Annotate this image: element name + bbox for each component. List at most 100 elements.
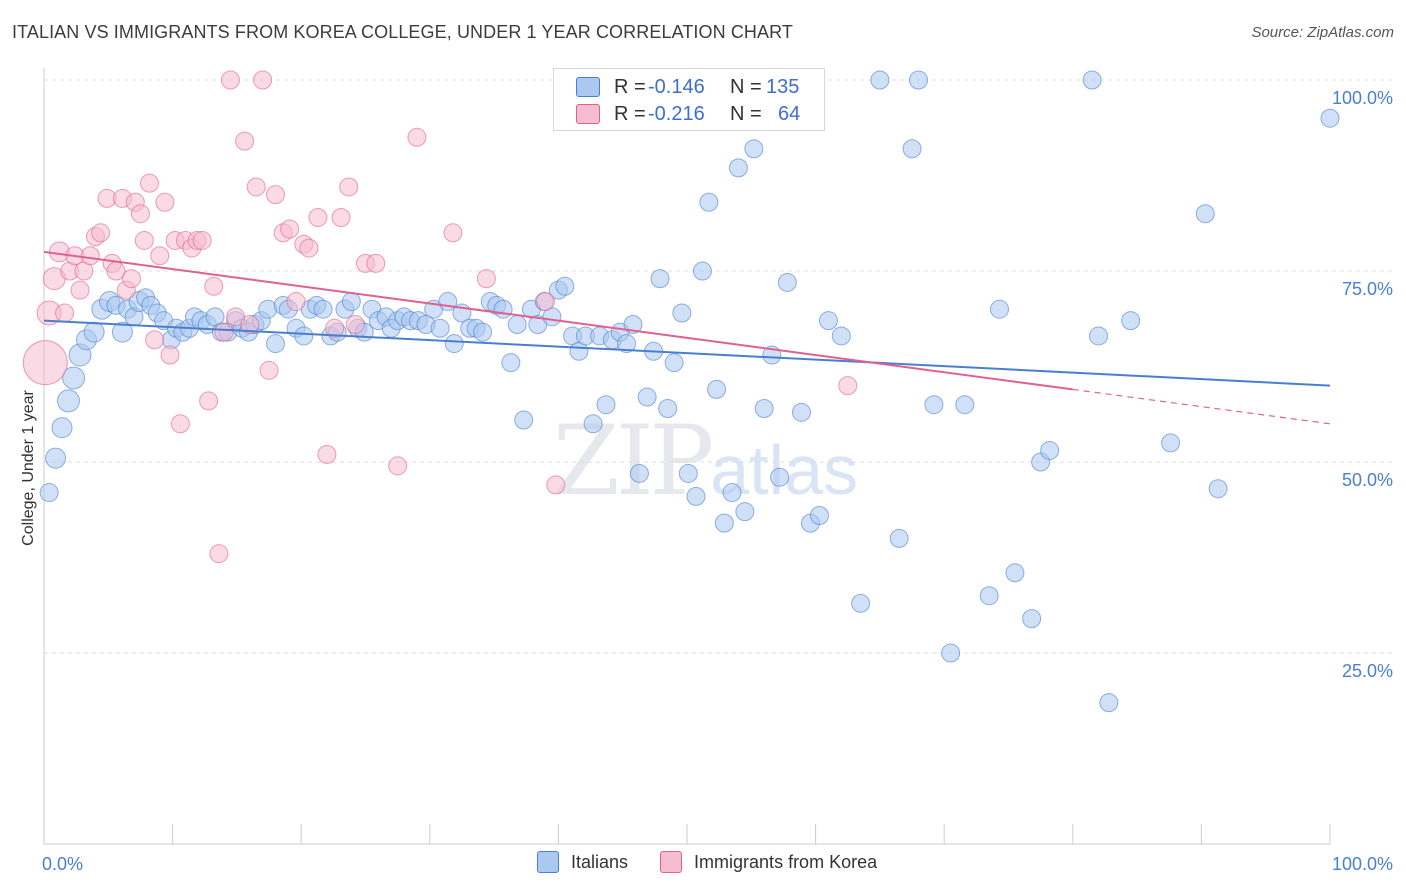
korea-point — [204, 276, 224, 296]
korea-point — [55, 303, 75, 323]
italians-point — [989, 299, 1009, 319]
italians-point — [955, 395, 975, 415]
italians-point — [870, 70, 890, 90]
y-tick-label: 50.0% — [1342, 470, 1393, 490]
italians-point — [672, 303, 692, 323]
r-value: -0.146 — [648, 75, 705, 98]
italians-point — [473, 322, 493, 342]
italians-point — [265, 334, 285, 354]
korea-point — [345, 314, 365, 334]
italians-point — [623, 314, 643, 334]
korea-point — [170, 414, 190, 434]
korea-point — [339, 177, 359, 197]
legend-swatch-italians — [576, 77, 600, 97]
korea-point — [838, 376, 858, 396]
italians-point — [56, 389, 80, 413]
italians-point — [430, 318, 450, 338]
korea-point — [145, 330, 165, 350]
italians-point — [650, 269, 670, 289]
korea-point — [155, 192, 175, 212]
korea-point — [22, 340, 68, 386]
legend-item-korea[interactable]: Immigrants from Korea — [660, 851, 877, 873]
italians-point — [692, 261, 712, 281]
r-value: -0.216 — [648, 102, 705, 125]
italians-point — [51, 417, 73, 439]
y-tick-label: 75.0% — [1342, 279, 1393, 299]
korea-trendline — [43, 250, 1073, 391]
italians-point — [902, 139, 922, 159]
italians-point — [908, 70, 928, 90]
italians-point — [294, 326, 314, 346]
italians-point — [341, 292, 361, 312]
source-label: Source: ZipAtlas.com — [1251, 24, 1394, 41]
korea-point — [139, 173, 159, 193]
italians-point — [617, 334, 637, 354]
italians-point — [699, 192, 719, 212]
n-value: 135 — [766, 75, 800, 98]
korea-point — [150, 246, 170, 266]
korea-point — [253, 70, 273, 90]
italians-point — [818, 311, 838, 331]
italians-point — [1040, 441, 1060, 461]
korea-point — [214, 322, 234, 342]
legend-item-italians[interactable]: Italians — [537, 851, 628, 873]
n-label: N = — [730, 75, 762, 98]
italians-point — [809, 505, 829, 525]
korea-point — [546, 475, 566, 495]
italians-point — [637, 387, 657, 407]
italians-point — [889, 528, 909, 548]
italians-point — [493, 299, 513, 319]
korea-point — [265, 185, 285, 205]
x-tick-label: 0.0% — [42, 854, 83, 874]
italians-point — [1195, 204, 1215, 224]
italians-point — [1005, 563, 1025, 583]
italians-point — [629, 463, 649, 483]
legend-swatch-italians — [537, 851, 559, 873]
italians-point — [1320, 108, 1340, 128]
x-tick-label: 100.0% — [1332, 854, 1393, 874]
korea-point — [80, 246, 100, 266]
series-legend: Italians Immigrants from Korea — [537, 851, 909, 873]
legend-label-italians: Italians — [571, 851, 629, 872]
italians-point — [1099, 693, 1119, 713]
correlation-legend: R = -0.146 N = 135 R = -0.216 N = 64 — [553, 68, 825, 131]
italians-point — [62, 366, 86, 390]
italians-point — [851, 593, 871, 613]
korea-point — [443, 223, 463, 243]
italians-point — [754, 399, 774, 419]
italians-point — [507, 314, 527, 334]
korea-point — [199, 391, 219, 411]
korea-point — [246, 177, 266, 197]
italians-point — [1208, 479, 1228, 499]
y-tick-label: 100.0% — [1332, 88, 1393, 108]
n-value: 64 — [778, 102, 801, 125]
korea-point — [407, 127, 427, 147]
legend-label-korea: Immigrants from Korea — [694, 851, 878, 872]
korea-point — [476, 269, 496, 289]
korea-point — [192, 230, 212, 250]
italians-point — [979, 586, 999, 606]
italians-point — [735, 502, 755, 522]
korea-point — [209, 544, 229, 564]
korea-point — [91, 223, 111, 243]
italians-point — [924, 395, 944, 415]
korea-point — [160, 345, 180, 365]
italians-point — [777, 272, 797, 292]
italians-point — [831, 326, 851, 346]
korea-point — [388, 456, 408, 476]
italians-point — [1121, 311, 1141, 331]
korea-point — [280, 219, 300, 239]
italians-point — [941, 643, 961, 663]
italians-point — [1082, 70, 1102, 90]
italians-point — [111, 321, 133, 343]
italians-point — [1022, 609, 1042, 629]
italians-point — [770, 467, 790, 487]
italians-point — [313, 299, 333, 319]
italians-trendline — [43, 319, 1331, 387]
korea-point — [325, 318, 345, 338]
legend-swatch-korea — [660, 851, 683, 873]
italians-point — [596, 395, 616, 415]
korea-point — [220, 70, 240, 90]
legend-row-korea: R = -0.216 N = 64 — [576, 102, 800, 126]
